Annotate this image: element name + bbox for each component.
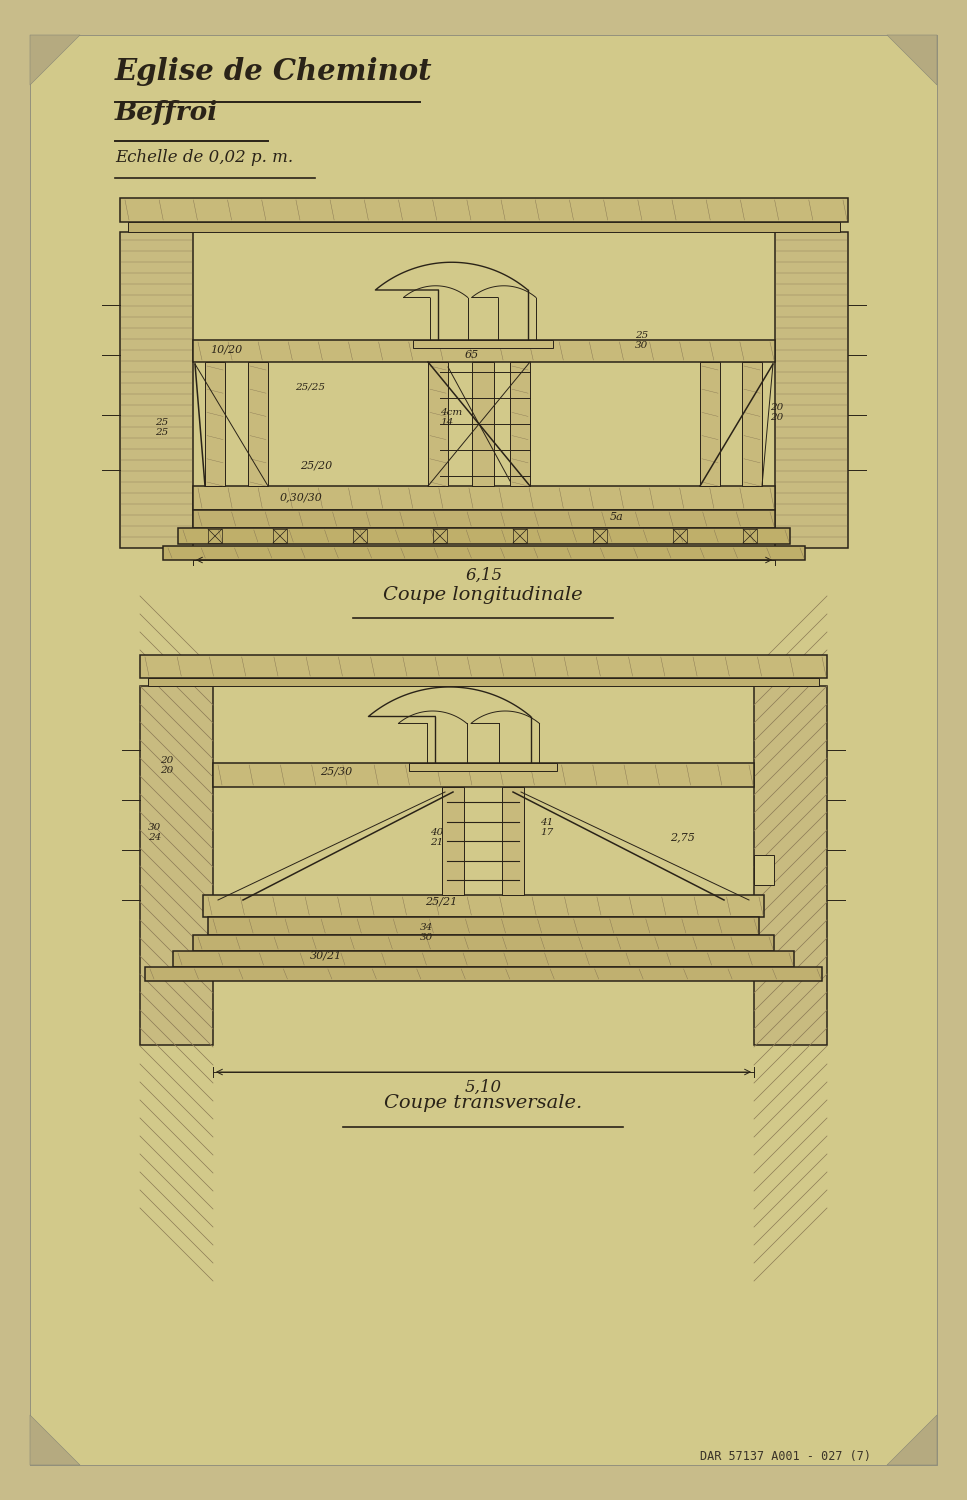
Text: Coupe longitudinale: Coupe longitudinale [383, 586, 583, 604]
Bar [413, 340, 553, 348]
Text: 65: 65 [465, 350, 480, 360]
Text: Beffroi: Beffroi [115, 100, 219, 124]
Bar [128, 222, 840, 232]
Bar [409, 764, 557, 771]
Text: 4cm
14: 4cm 14 [440, 408, 462, 428]
Text: 5a: 5a [610, 512, 624, 522]
Bar [208, 916, 759, 934]
Text: 25/25: 25/25 [295, 382, 325, 392]
Bar [140, 656, 827, 678]
Bar [145, 968, 822, 981]
Text: 0,30/30: 0,30/30 [280, 492, 323, 502]
Bar [148, 678, 819, 686]
Bar [353, 530, 367, 543]
Bar [205, 362, 225, 486]
Bar [775, 232, 848, 548]
Bar [513, 530, 527, 543]
Bar [510, 362, 530, 486]
Bar [120, 232, 193, 548]
Text: 30/21: 30/21 [310, 950, 342, 960]
Text: 34
30: 34 30 [420, 922, 433, 942]
Bar [203, 896, 764, 916]
Text: 6,15: 6,15 [465, 567, 503, 584]
Bar [213, 764, 754, 788]
Text: Echelle de 0,02 p. m.: Echelle de 0,02 p. m. [115, 148, 293, 166]
Bar [700, 362, 720, 486]
Text: 2,75: 2,75 [670, 833, 695, 842]
Text: 25
25: 25 25 [155, 417, 168, 436]
Text: 20
20: 20 20 [770, 402, 783, 422]
Bar [273, 530, 287, 543]
Bar [248, 362, 268, 486]
Bar [442, 788, 464, 895]
Bar [140, 686, 213, 1046]
Polygon shape [887, 34, 937, 86]
Bar [742, 362, 762, 486]
Bar [428, 362, 448, 486]
Text: 40
21: 40 21 [430, 828, 443, 848]
Bar [193, 340, 775, 362]
Text: Coupe transversale.: Coupe transversale. [384, 1094, 582, 1112]
Text: Eglise de Cheminot: Eglise de Cheminot [115, 57, 432, 86]
Text: 41
17: 41 17 [540, 818, 553, 837]
Bar [502, 788, 524, 895]
Bar [163, 546, 805, 560]
Bar [178, 528, 790, 544]
Bar [754, 686, 827, 1046]
Text: 20
20: 20 20 [160, 756, 173, 776]
Bar [673, 530, 687, 543]
Text: 25
30: 25 30 [635, 330, 648, 350]
Bar [743, 530, 757, 543]
Bar [433, 530, 447, 543]
Bar [472, 362, 494, 486]
Polygon shape [30, 34, 80, 86]
Polygon shape [30, 1414, 80, 1466]
Bar [173, 951, 794, 968]
Text: DAR 57137 A001 - 027 (7): DAR 57137 A001 - 027 (7) [700, 1450, 871, 1462]
Bar [120, 198, 848, 222]
Bar [208, 530, 222, 543]
Text: 25/20: 25/20 [300, 460, 333, 470]
Text: 10/20: 10/20 [210, 344, 243, 354]
Text: 5,10: 5,10 [465, 1078, 502, 1096]
Bar [593, 530, 607, 543]
Bar [193, 486, 775, 510]
Bar [754, 855, 774, 885]
Text: 25/21: 25/21 [425, 897, 457, 908]
Text: 30
24: 30 24 [148, 822, 161, 842]
Bar [193, 934, 774, 951]
Bar [193, 510, 775, 528]
Text: 25/30: 25/30 [320, 766, 352, 777]
Polygon shape [887, 1414, 937, 1466]
